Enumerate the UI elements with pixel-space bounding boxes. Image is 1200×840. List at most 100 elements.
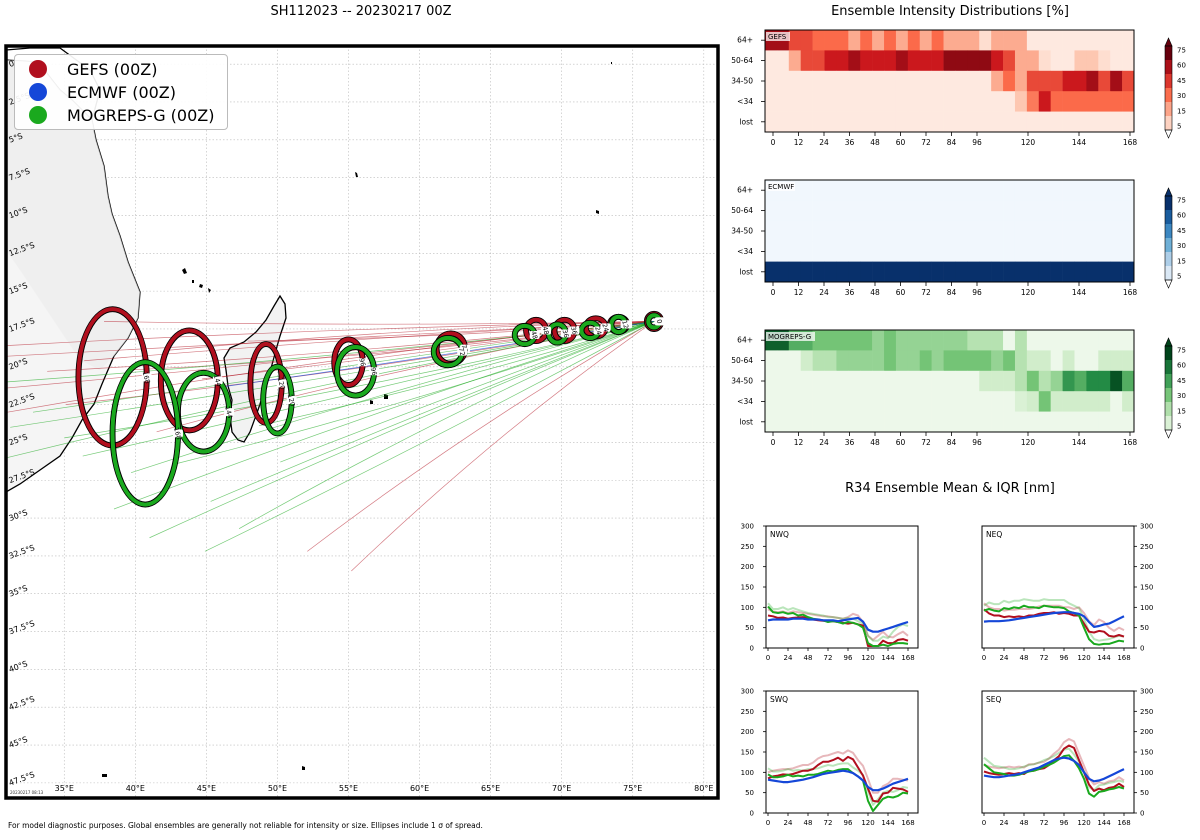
intensity-cell: [765, 391, 778, 412]
intensity-x-tick: 24: [819, 288, 829, 297]
intensity-cell: [824, 330, 837, 351]
mogreps-hour-marker: 48: [529, 330, 540, 340]
colorbar-step: [1165, 74, 1172, 89]
r34-panel-swq: SWQ 0 50 100 150 200 250 300 0 24 48 72 96 120 144 168: [741, 688, 919, 827]
intensity-cell: [1062, 70, 1075, 92]
intensity-cell: [812, 261, 825, 283]
hour-label-bg: [369, 367, 380, 376]
intensity-cell: [907, 350, 921, 372]
intensity-cell: [1003, 330, 1016, 351]
intensity-cell: [955, 30, 968, 51]
colorbar-tick: 60: [1177, 62, 1186, 70]
map-legend: GEFS (00Z) ECMWF (00Z) MOGREPS-G (00Z): [14, 54, 228, 130]
intensity-cell: [895, 391, 909, 412]
intensity-x-tick: 72: [921, 438, 931, 447]
intensity-cell: [1038, 261, 1051, 283]
crozet-island: [102, 774, 107, 777]
intensity-cell: [895, 50, 909, 72]
intensity-cell: [895, 91, 909, 112]
intensity-cell: [1098, 200, 1111, 222]
intensity-cell: [1086, 180, 1099, 201]
intensity-cell: [967, 30, 980, 51]
intensity-cell: [943, 180, 956, 201]
intensity-cell: [884, 70, 897, 92]
intensity-cell: [1026, 91, 1040, 112]
intensity-cell: [1026, 111, 1040, 133]
legend-label-gefs: GEFS (00Z): [67, 59, 158, 79]
intensity-cell: [1003, 70, 1016, 92]
intensity-cell: [943, 70, 956, 92]
intensity-cell: [848, 91, 861, 112]
intensity-x-tick: 144: [1072, 438, 1087, 447]
intensity-cell: [955, 370, 968, 392]
legend-label-mogreps: MOGREPS-G (00Z): [67, 105, 215, 125]
intensity-cell: [1074, 391, 1087, 412]
r34-x-tick: 144: [1097, 654, 1111, 662]
intensity-cell: [1003, 50, 1016, 72]
intensity-row-label: 34-50: [731, 377, 753, 386]
colorbar-tick: 15: [1177, 257, 1186, 265]
intensity-cell: [872, 30, 885, 51]
r34-y-tick: 100: [741, 769, 754, 777]
intensity-cell: [1110, 91, 1123, 112]
intensity-cell: [884, 411, 897, 433]
intensity-cell: [991, 411, 1004, 433]
intensity-cell: [860, 241, 873, 262]
intensity-cell: [991, 330, 1004, 351]
intensity-cell: [979, 91, 992, 112]
intensity-cell: [788, 370, 802, 392]
hour-label-bg: [212, 376, 223, 385]
r34-y-tick: 250: [1140, 708, 1153, 716]
intensity-cell: [1062, 220, 1075, 242]
colorbar-step: [1165, 238, 1172, 253]
r34-x-tick: 72: [824, 654, 833, 662]
intensity-cell: [1038, 391, 1051, 412]
r34-y-tick: 300: [1140, 688, 1153, 696]
mogreps-hour-marker: 144: [223, 405, 235, 419]
intensity-row-label: 34-50: [731, 227, 753, 236]
intensity-cell: [860, 111, 873, 133]
mogreps-hour-marker: 168: [172, 426, 183, 441]
intensity-cell: [884, 91, 897, 112]
mogreps-iqr-line: [767, 762, 909, 806]
lat-tick-label: 0: [8, 59, 16, 69]
gefs-iqr-line: [983, 602, 1125, 632]
intensity-cell: [800, 50, 813, 72]
intensity-cell: [812, 241, 825, 262]
intensity-cell: [931, 30, 944, 51]
intensity-cell: [776, 111, 790, 133]
intensity-cell: [919, 70, 932, 92]
intensity-cell: [836, 350, 849, 372]
intensity-cell: [943, 350, 956, 372]
intensity-cell: [979, 200, 992, 222]
lon-tick-label: 55°E: [339, 784, 358, 793]
hour-label-bg: [276, 379, 287, 388]
intensity-cell: [1038, 70, 1051, 92]
intensity-cell: [1086, 370, 1099, 392]
intensity-cell: [895, 241, 909, 262]
hour-label-bg: [593, 326, 604, 335]
ecmwf-mean-line: [767, 769, 909, 792]
intensity-cell: [1110, 370, 1123, 392]
mogreps-hour-label: 12: [620, 320, 630, 330]
intensity-cell: [1098, 30, 1111, 51]
intensity-x-tick: 84: [947, 138, 957, 147]
intensity-cell: [931, 261, 944, 283]
intensity-cell: [943, 91, 956, 112]
intensity-cell: [955, 330, 968, 351]
lon-tick-label: 45°E: [197, 784, 216, 793]
colorbar-step: [1165, 252, 1172, 267]
intensity-cell: [979, 391, 992, 412]
r34-x-tick: 144: [881, 819, 895, 827]
intensity-cell: [1003, 30, 1016, 51]
intensity-cell: [800, 261, 813, 283]
mogreps-hour-marker: 120: [286, 393, 297, 407]
intensity-cell: [824, 350, 837, 372]
intensity-cell: [824, 200, 837, 222]
intensity-cell: [919, 30, 932, 51]
intensity-cell: [931, 70, 944, 92]
intensity-cell: [991, 261, 1004, 283]
intensity-cell: [1086, 411, 1099, 433]
intensity-cell: [919, 391, 932, 412]
intensity-cell: [1086, 241, 1099, 262]
